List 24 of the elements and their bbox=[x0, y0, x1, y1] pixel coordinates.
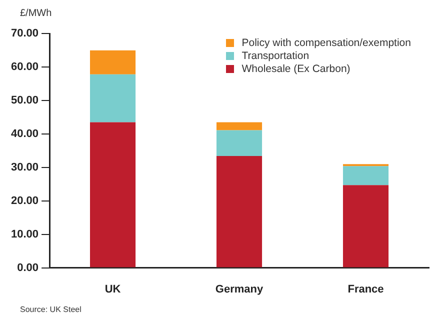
x-tick-label: Germany bbox=[215, 283, 264, 296]
y-tick-label: 50.00 bbox=[10, 94, 39, 107]
legend-label: Transportation bbox=[242, 50, 310, 62]
bar bbox=[216, 156, 262, 268]
legend-label: Wholesale (Ex Carbon) bbox=[242, 62, 350, 74]
y-tick-label: 60.00 bbox=[10, 61, 39, 74]
x-tick-label: UK bbox=[104, 283, 121, 296]
y-axis-title: £/MWh bbox=[20, 8, 53, 21]
bar bbox=[90, 50, 136, 74]
y-tick-label: 0.00 bbox=[17, 262, 39, 274]
bar bbox=[342, 185, 389, 268]
y-tick-label: 70.00 bbox=[10, 28, 39, 40]
y-tick-label: 10.00 bbox=[10, 228, 39, 240]
x-tick-label: France bbox=[348, 283, 384, 296]
bar bbox=[216, 130, 262, 156]
legend-label: Policy with compensation/exemption bbox=[242, 36, 411, 48]
bar bbox=[216, 122, 262, 130]
y-tick-label: 30.00 bbox=[10, 161, 39, 174]
y-tick-label: 40.00 bbox=[10, 128, 39, 140]
bar bbox=[342, 166, 389, 186]
source-note: Source: UK Steel bbox=[20, 305, 82, 314]
bar bbox=[90, 74, 136, 122]
bar bbox=[90, 122, 136, 268]
y-tick-label: 20.00 bbox=[10, 194, 39, 207]
